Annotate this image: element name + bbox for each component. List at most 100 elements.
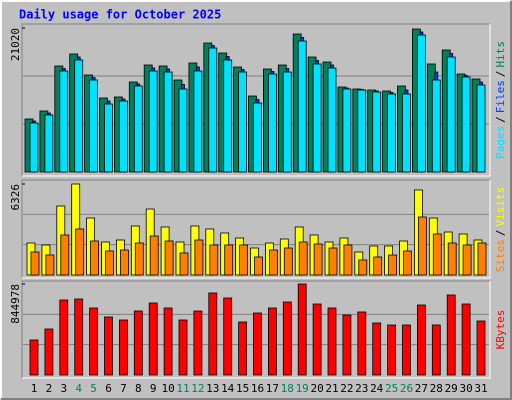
bar — [313, 243, 323, 276]
bar — [119, 100, 128, 173]
bar — [372, 322, 382, 376]
x-tick-label: 30 — [459, 382, 472, 395]
x-tick-label: 21 — [325, 382, 338, 395]
x-tick-label: 16 — [251, 382, 264, 395]
legend: Pages / Files / Hits — [494, 41, 507, 159]
bar — [44, 328, 54, 376]
legend-entry: Sites — [494, 239, 507, 272]
bar — [283, 247, 293, 276]
x-tick-label: 10 — [161, 382, 174, 395]
bar — [45, 254, 55, 276]
bar — [402, 324, 411, 376]
legend-entry: Pages — [494, 126, 507, 159]
x-tick-label: 28 — [430, 382, 443, 395]
bar — [416, 34, 426, 173]
bar — [297, 283, 307, 376]
legend: KBytes — [494, 310, 507, 350]
bar — [29, 339, 39, 376]
x-tick-label: 25 — [385, 382, 398, 395]
bar — [120, 249, 129, 276]
bar — [328, 247, 338, 276]
bar — [461, 303, 471, 376]
bar — [148, 302, 158, 376]
bar — [164, 240, 174, 276]
x-tick-label: 5 — [90, 382, 97, 395]
bar — [342, 88, 352, 173]
bar — [119, 319, 128, 376]
bar — [149, 235, 159, 276]
x-tick-label: 13 — [206, 382, 219, 395]
legend: Sites / Visits — [494, 187, 507, 273]
bar — [253, 312, 262, 376]
bar — [223, 297, 233, 376]
x-tick-label: 29 — [445, 382, 458, 395]
bar — [59, 70, 69, 173]
bar — [104, 316, 113, 376]
bar — [89, 307, 98, 376]
bar — [178, 319, 188, 376]
legend-entry: KBytes — [494, 310, 507, 350]
bar — [417, 216, 427, 276]
y-tick-label: 844978 — [9, 284, 22, 324]
x-tick-label: 17 — [266, 382, 279, 395]
x-tick-label: 11 — [176, 382, 189, 395]
bar — [133, 310, 143, 376]
bar — [267, 307, 277, 376]
bar — [402, 93, 411, 173]
bar — [298, 241, 308, 276]
bar — [29, 122, 39, 173]
bar — [90, 240, 99, 276]
x-tick-label: 26 — [400, 382, 413, 395]
bar — [75, 228, 85, 276]
bar — [297, 40, 307, 173]
bar — [193, 310, 203, 376]
bar — [89, 79, 98, 173]
bar — [223, 59, 233, 173]
bar — [238, 71, 248, 173]
bar — [447, 242, 457, 276]
bar — [462, 244, 472, 276]
bar — [105, 250, 114, 276]
bar — [193, 70, 203, 173]
bar — [432, 233, 442, 276]
legend-separator: / — [494, 71, 507, 78]
bar — [461, 76, 471, 173]
bar — [268, 249, 278, 276]
bar — [431, 79, 441, 173]
bar — [59, 299, 69, 376]
bar — [238, 321, 248, 376]
bar — [387, 93, 397, 173]
bar — [446, 294, 456, 376]
bar — [372, 91, 382, 173]
bar — [178, 88, 188, 173]
x-tick-label: 27 — [415, 382, 428, 395]
bar — [476, 84, 486, 173]
x-tick-label: 1 — [31, 382, 38, 395]
bar — [357, 89, 367, 173]
x-tick-label: 4 — [75, 382, 82, 395]
bar — [208, 292, 218, 376]
bar — [327, 67, 337, 173]
legend-entry: Files — [494, 80, 507, 113]
bar — [388, 254, 398, 276]
legend-entry: Visits — [494, 187, 507, 227]
x-tick-label: 3 — [60, 382, 67, 395]
bar — [343, 244, 353, 276]
bar — [342, 314, 352, 376]
bar — [476, 320, 486, 376]
y-tick-label: 6326 — [9, 184, 22, 211]
bar — [431, 324, 441, 376]
bar — [179, 252, 189, 276]
x-tick-label: 8 — [135, 382, 142, 395]
bar — [148, 70, 158, 173]
bar — [446, 56, 456, 173]
x-tick-label: 2 — [46, 382, 53, 395]
bar — [477, 242, 487, 276]
x-tick-label: 22 — [340, 382, 353, 395]
panel-edge — [22, 24, 491, 177]
legend-entry: Hits — [494, 41, 507, 68]
x-tick-label: 20 — [310, 382, 323, 395]
legend-separator: / — [494, 116, 507, 123]
